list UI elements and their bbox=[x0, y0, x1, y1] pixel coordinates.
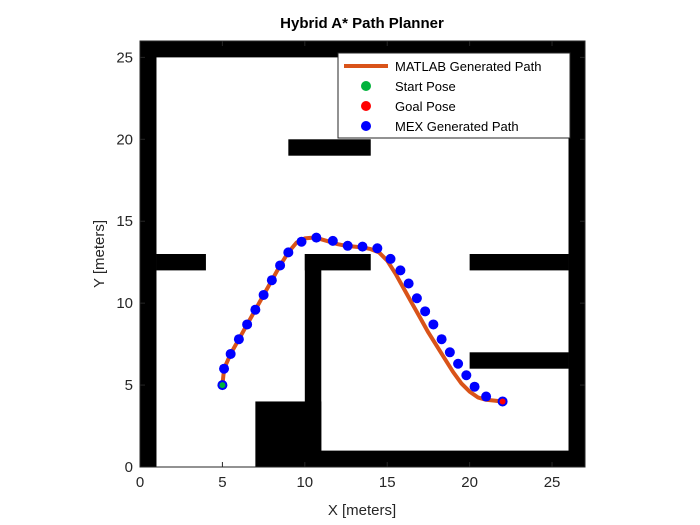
y-tick-label: 10 bbox=[116, 295, 133, 312]
y-tick-label: 5 bbox=[125, 377, 133, 394]
legend-label: MATLAB Generated Path bbox=[395, 59, 541, 74]
x-tick-label: 5 bbox=[218, 474, 226, 491]
mex-path-point bbox=[342, 240, 353, 251]
poses-layer bbox=[219, 382, 506, 405]
plot-frame bbox=[139, 40, 586, 468]
mex-path-point bbox=[372, 243, 383, 254]
x-tick-label: 20 bbox=[461, 474, 478, 491]
y-tick-label: 25 bbox=[116, 49, 133, 66]
mex-path-point bbox=[385, 253, 396, 264]
x-tick-label: 10 bbox=[296, 474, 313, 491]
mex-path-point bbox=[444, 347, 455, 358]
obstacle-6 bbox=[304, 254, 371, 271]
x-axis-label: X [meters] bbox=[328, 502, 396, 519]
mex-path-point bbox=[461, 370, 472, 381]
mex-path-layer bbox=[217, 232, 508, 407]
y-tick-label: 20 bbox=[116, 131, 133, 148]
legend-swatch-dot bbox=[361, 121, 371, 131]
start-pose-point bbox=[219, 382, 226, 389]
mex-path-point bbox=[225, 348, 236, 359]
mex-path-point bbox=[436, 334, 447, 345]
obstacle-10 bbox=[469, 352, 569, 369]
legend: MATLAB Generated Path Start Pose Goal Pose… bbox=[337, 52, 571, 139]
mex-path-point bbox=[219, 363, 230, 374]
legend-swatch-dot bbox=[361, 101, 371, 111]
mex-path-point bbox=[275, 260, 286, 271]
mex-path-point bbox=[403, 278, 414, 289]
obstacle-3 bbox=[304, 450, 585, 467]
mex-path-point bbox=[258, 289, 269, 300]
obstacle-7 bbox=[288, 139, 371, 156]
mex-path-point bbox=[233, 334, 244, 345]
mex-path-point bbox=[428, 319, 439, 330]
mex-path-point bbox=[327, 235, 338, 246]
legend-label: Start Pose bbox=[395, 79, 456, 94]
obstacle-8 bbox=[156, 254, 206, 271]
y-tick-label: 15 bbox=[116, 213, 133, 230]
mex-path-point bbox=[242, 319, 253, 330]
mex-path-point bbox=[266, 275, 277, 286]
mex-path-point bbox=[453, 358, 464, 369]
mex-path-point bbox=[395, 265, 406, 276]
obstacle-2 bbox=[568, 41, 585, 467]
chart-title: Hybrid A* Path Planner bbox=[280, 15, 444, 32]
mex-path-point bbox=[296, 236, 307, 247]
mex-path-point bbox=[250, 304, 261, 315]
mex-path-point bbox=[411, 293, 422, 304]
x-tick-label: 25 bbox=[544, 474, 561, 491]
legend-swatch-dot bbox=[361, 81, 371, 91]
mex-path-point bbox=[311, 232, 322, 243]
obstacle-5 bbox=[304, 254, 322, 467]
y-axis-label: Y [meters] bbox=[91, 220, 108, 288]
mex-path-point bbox=[357, 241, 368, 252]
mex-path-point bbox=[481, 391, 492, 402]
obstacle-1 bbox=[140, 41, 157, 467]
legend-label: Goal Pose bbox=[395, 99, 456, 114]
ticks-layer: 0 5 10 15 20 25 0 5 10 15 20 25 bbox=[116, 41, 585, 491]
obstacle-9 bbox=[469, 254, 569, 271]
x-tick-label: 15 bbox=[379, 474, 396, 491]
mex-path-point bbox=[420, 306, 431, 317]
goal-pose-point bbox=[499, 398, 506, 405]
legend-label: MEX Generated Path bbox=[395, 119, 519, 134]
x-tick-label: 0 bbox=[136, 474, 144, 491]
y-tick-label: 0 bbox=[125, 459, 133, 476]
mex-path-point bbox=[283, 247, 294, 258]
mex-path-point bbox=[469, 381, 480, 392]
